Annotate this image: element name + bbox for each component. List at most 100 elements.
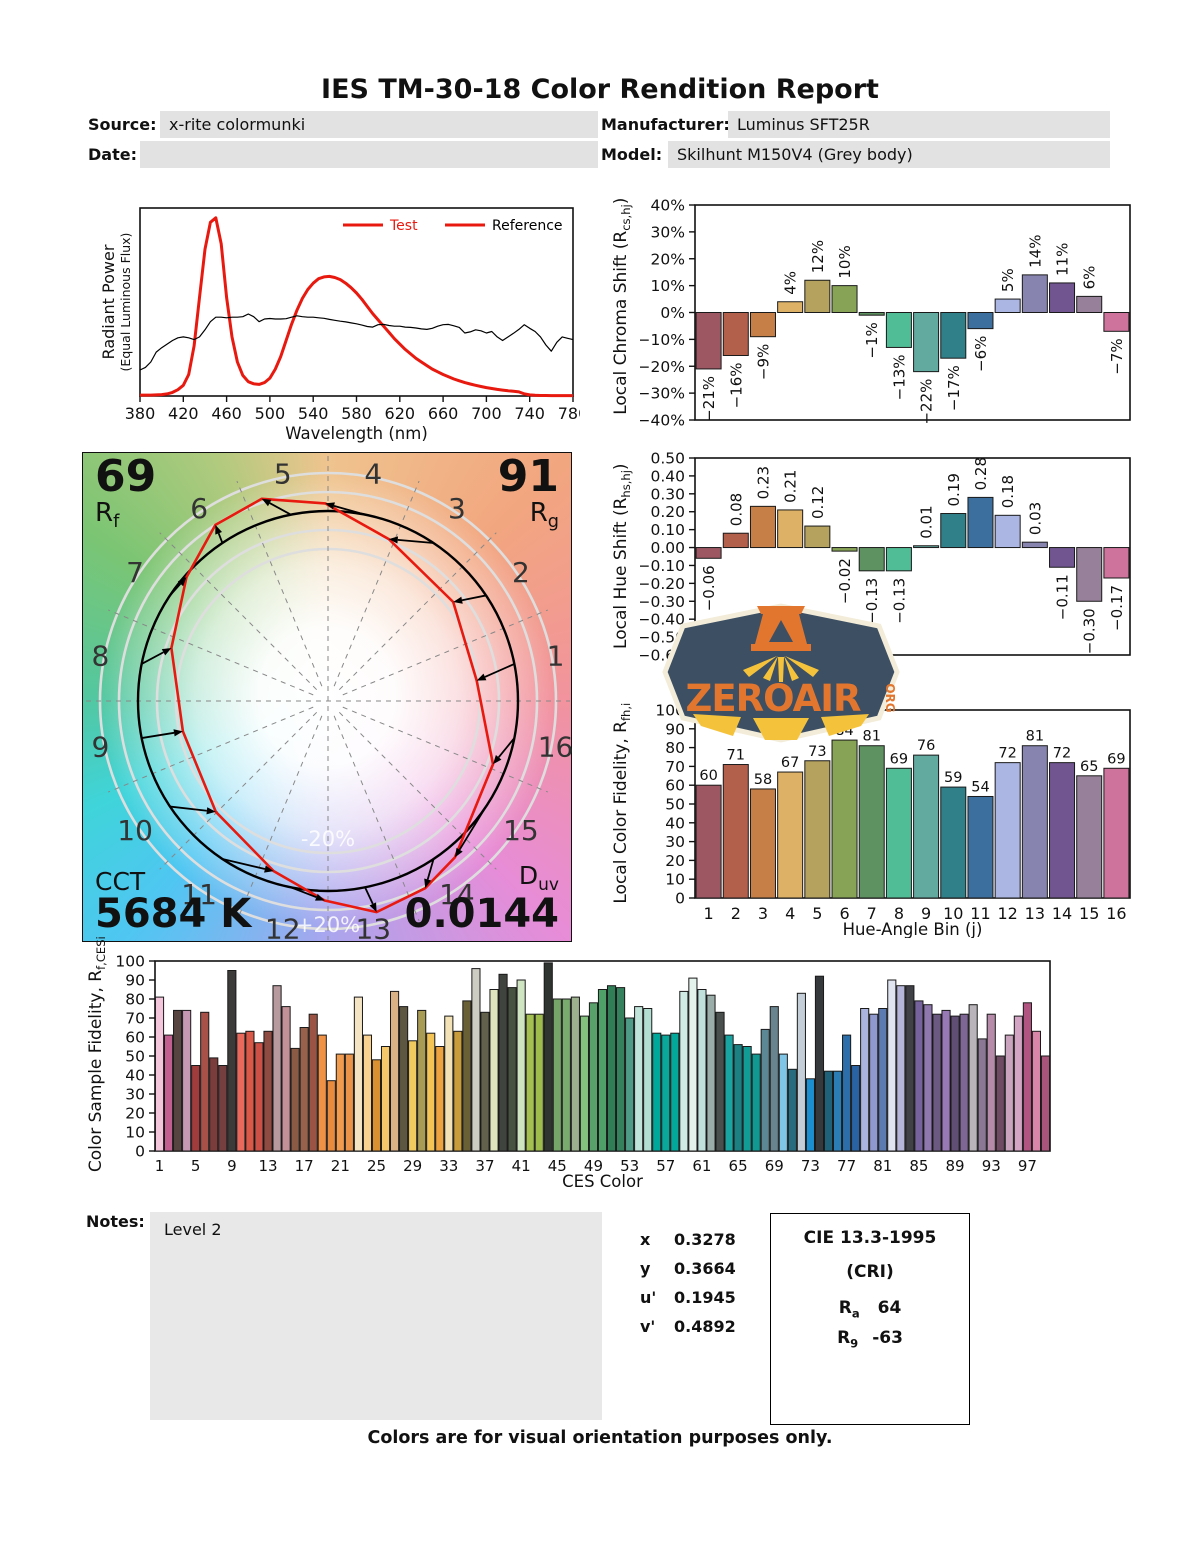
ces-bar-84 — [905, 985, 915, 1152]
svg-text:20%: 20% — [651, 250, 685, 268]
manufacturer-field[interactable]: Luminus SFT25R — [728, 111, 1110, 138]
chroma-bar-5 — [804, 279, 831, 313]
source-label: Source: — [88, 115, 157, 134]
ces-bar-95 — [1004, 1034, 1014, 1152]
svg-text:11%: 11% — [1054, 243, 1072, 276]
chroma-bar-3 — [749, 312, 776, 338]
fidelity-bar-8 — [885, 767, 912, 899]
cvg-bin-label-11: 11 — [181, 878, 217, 911]
svg-text:67: 67 — [781, 755, 799, 771]
ces-bar-27 — [390, 990, 400, 1152]
hue-bar-12 — [994, 514, 1021, 549]
cvg-bin-label-15: 15 — [503, 814, 539, 847]
ces-bar-75 — [823, 1070, 834, 1152]
svg-text:90: 90 — [125, 972, 145, 990]
svg-text:0.23: 0.23 — [754, 466, 772, 499]
spd-chart: 380 420 460 500 540 580 620 660 700 740 780 Wavelen… — [125, 207, 580, 443]
svg-text:10: 10 — [125, 1124, 145, 1142]
svg-text:60: 60 — [125, 1029, 145, 1047]
chroma-bar-11 — [967, 312, 994, 330]
svg-text:0%: 0% — [660, 304, 685, 322]
ces-bar-65 — [733, 1044, 743, 1152]
chroma-bar-4 — [777, 301, 804, 313]
ces-bar-48 — [579, 1015, 589, 1152]
hue-bar-3 — [749, 505, 776, 549]
svg-text:73: 73 — [808, 744, 826, 760]
svg-text:−0.30: −0.30 — [1081, 608, 1099, 654]
svg-text:40: 40 — [125, 1067, 145, 1085]
ces-bar-1 — [154, 996, 165, 1152]
svg-text:5: 5 — [812, 904, 822, 923]
ces-bar-14 — [272, 985, 282, 1152]
model-field[interactable]: Skilhunt M150V4 (Grey body) — [668, 141, 1110, 168]
svg-text:93: 93 — [982, 1157, 1001, 1175]
svg-text:−0.06: −0.06 — [700, 565, 718, 611]
hue-bar-5 — [804, 525, 831, 549]
ces-bar-76 — [832, 1070, 843, 1152]
ces-bar-11 — [245, 1030, 255, 1152]
svg-text:21: 21 — [331, 1157, 350, 1175]
svg-text:12%: 12% — [809, 240, 827, 273]
svg-text:10%: 10% — [836, 245, 854, 278]
legend-reference-label: Reference — [492, 218, 563, 234]
ces-bar-30 — [417, 1009, 427, 1152]
duv-readout: Duv 0.0144 — [404, 860, 559, 938]
ces-bar-10 — [236, 1032, 246, 1152]
cri-r9-row: R9 -63 — [837, 1328, 903, 1351]
svg-text:−0.30: −0.30 — [640, 593, 685, 611]
ces-bar-42 — [525, 1013, 535, 1152]
ces-bar-39 — [498, 973, 508, 1152]
svg-text:−0.10: −0.10 — [640, 557, 685, 575]
cvg-bin-label-14: 14 — [439, 878, 475, 911]
svg-text:71: 71 — [727, 748, 745, 764]
ces-bar-8 — [218, 1065, 228, 1152]
cvg-bin-label-1: 1 — [547, 640, 565, 673]
ces-bar-37 — [480, 1011, 490, 1152]
ces-bar-60 — [688, 977, 698, 1152]
svg-text:72: 72 — [998, 746, 1016, 762]
ces-bar-34 — [453, 1030, 463, 1152]
fidelity-bar-6 — [831, 739, 858, 899]
rg-score: 91 Rg — [497, 451, 559, 533]
svg-text:10%: 10% — [651, 277, 685, 295]
svg-text:−10%: −10% — [640, 331, 685, 349]
fidelity-bar-12 — [994, 762, 1021, 899]
svg-text:65: 65 — [729, 1157, 748, 1175]
svg-text:780: 780 — [558, 404, 580, 423]
source-field[interactable]: x-rite colormunki — [160, 111, 598, 138]
ces-bar-24 — [362, 1034, 373, 1152]
chroma-bar-15 — [1076, 295, 1103, 313]
svg-text:6%: 6% — [1081, 266, 1099, 290]
ces-bar-89 — [950, 1015, 960, 1152]
svg-text:49: 49 — [584, 1157, 603, 1175]
svg-text:Wavelength (nm): Wavelength (nm) — [285, 424, 428, 443]
chroma-bar-13 — [1021, 274, 1048, 313]
ces-bar-58 — [670, 1032, 680, 1152]
ces-bar-38 — [489, 989, 499, 1152]
chroma-bar-7 — [858, 312, 885, 316]
ces-bar-82 — [887, 979, 897, 1152]
svg-text:0: 0 — [135, 1143, 145, 1161]
color-vector-graphic: 1 2 3 4 5 6 7 8 9 10 11 12 13 14 15 16 -20% +20% 69 Rf 91… — [82, 451, 573, 943]
cri-ra-row: Ra 64 — [838, 1298, 902, 1321]
svg-text:20: 20 — [665, 852, 685, 870]
cvg-bin-label-9: 9 — [92, 730, 110, 763]
svg-text:30: 30 — [125, 1086, 145, 1104]
chroma-bar-12 — [994, 298, 1021, 313]
svg-text:13: 13 — [258, 1157, 277, 1175]
notes-field[interactable]: Level 2 — [150, 1212, 602, 1420]
svg-text:−21%: −21% — [700, 376, 718, 422]
cvg-bin-label-4: 4 — [364, 457, 382, 490]
svg-text:10: 10 — [665, 871, 685, 889]
svg-text:−0.02: −0.02 — [836, 558, 854, 604]
svg-text:0.03: 0.03 — [1026, 502, 1044, 535]
svg-text:76: 76 — [917, 738, 935, 754]
svg-text:0.20: 0.20 — [650, 503, 685, 521]
hue-bar-1 — [695, 547, 722, 559]
svg-text:14%: 14% — [1026, 235, 1044, 268]
rf-score: 69 Rf — [95, 451, 157, 533]
ces-bar-67 — [751, 1053, 761, 1152]
ces-bar-35 — [462, 1000, 472, 1152]
date-field[interactable] — [140, 141, 598, 168]
